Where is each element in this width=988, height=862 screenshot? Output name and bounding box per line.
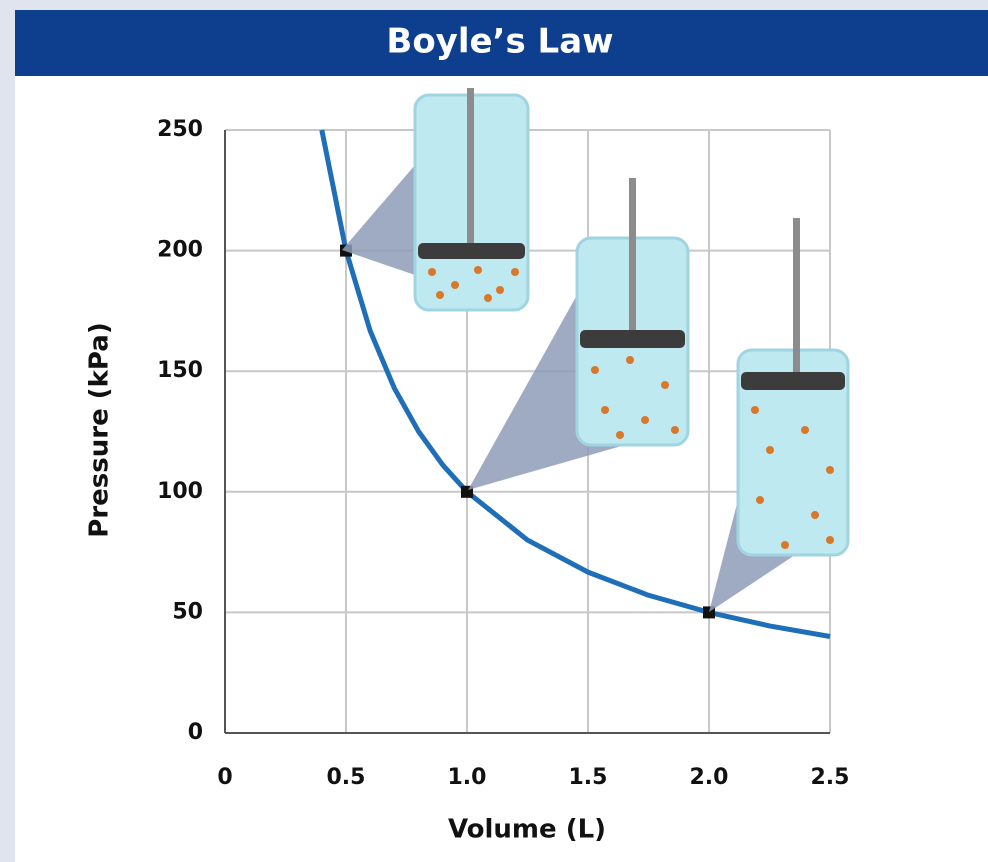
x-tick-label: 1.5 bbox=[569, 765, 608, 790]
y-tick-label: 250 bbox=[157, 117, 203, 142]
x-tick-label: 0 bbox=[217, 765, 232, 790]
x-tick-label: 0.5 bbox=[327, 765, 366, 790]
chart: Boyle’s Law Volume (L) Pressure (kPa) 0 5… bbox=[0, 0, 988, 862]
y-tick-label: 0 bbox=[188, 720, 203, 745]
y-axis-label: Pressure (kPa) bbox=[85, 322, 115, 537]
cylinder bbox=[415, 88, 528, 310]
x-tick-label: 1.0 bbox=[448, 765, 487, 790]
chart-title: Boyle’s Law bbox=[386, 22, 613, 62]
y-tick-label: 150 bbox=[157, 358, 203, 383]
x-tick-label: 2.0 bbox=[690, 765, 729, 790]
y-tick-label: 50 bbox=[172, 599, 203, 624]
page: {"chart_data": {"type": "line", "title":… bbox=[0, 0, 988, 862]
x-tick-label: 2.5 bbox=[811, 765, 850, 790]
y-tick-label: 100 bbox=[157, 479, 203, 504]
y-tick-label: 200 bbox=[157, 238, 203, 263]
x-axis-label: Volume (L) bbox=[448, 815, 606, 845]
